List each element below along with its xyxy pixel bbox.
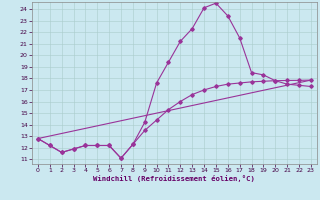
X-axis label: Windchill (Refroidissement éolien,°C): Windchill (Refroidissement éolien,°C): [93, 175, 255, 182]
